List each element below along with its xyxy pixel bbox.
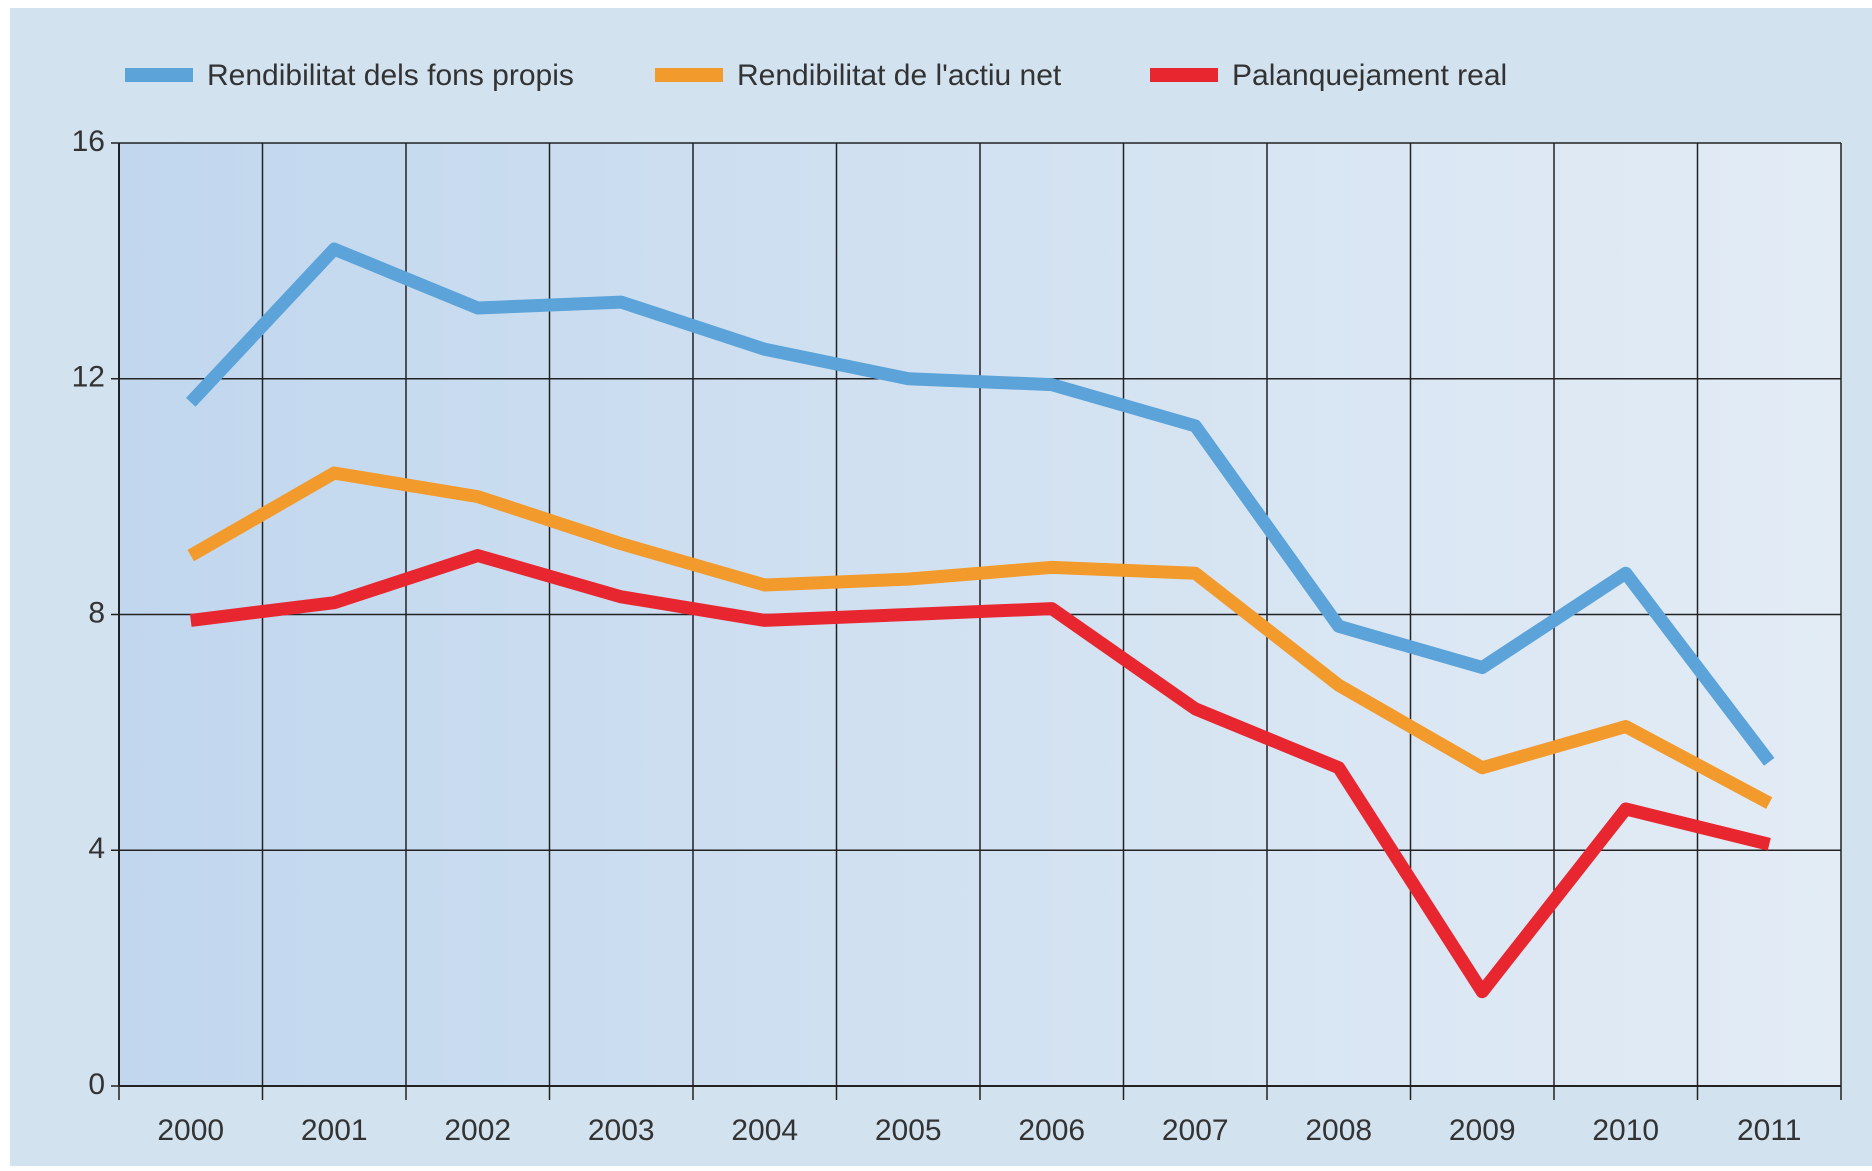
legend-swatch (1150, 68, 1218, 82)
x-tick-label: 2004 (731, 1114, 798, 1147)
series-line (186, 242, 1775, 766)
legend-label: Palanquejament real (1232, 59, 1507, 92)
legend-swatch (655, 68, 723, 82)
y-tick-label: 4 (88, 832, 105, 865)
x-tick-label: 2008 (1305, 1114, 1372, 1147)
x-tick-label: 2005 (875, 1114, 942, 1147)
x-tick-label: 2007 (1162, 1114, 1229, 1147)
legend-label: Rendibilitat dels fons propis (207, 59, 574, 92)
x-tick-label: 2009 (1449, 1114, 1516, 1147)
y-tick-label: 8 (88, 596, 105, 629)
x-tick-label: 2006 (1018, 1114, 1085, 1147)
legend-label: Rendibilitat de l'actiu net (737, 59, 1062, 92)
legend-swatch (125, 68, 193, 82)
series-line (189, 549, 1771, 999)
x-tick-label: 2002 (444, 1114, 511, 1147)
x-tick-label: 2000 (157, 1114, 224, 1147)
series-line (187, 466, 1773, 809)
y-tick-label: 0 (88, 1068, 105, 1101)
x-tick-label: 2011 (1737, 1114, 1802, 1147)
y-tick-label: 16 (72, 125, 105, 158)
x-tick-label: 2010 (1592, 1114, 1659, 1147)
y-tick-label: 12 (72, 361, 105, 394)
x-tick-label: 2001 (301, 1114, 368, 1147)
x-tick-label: 2003 (588, 1114, 655, 1147)
